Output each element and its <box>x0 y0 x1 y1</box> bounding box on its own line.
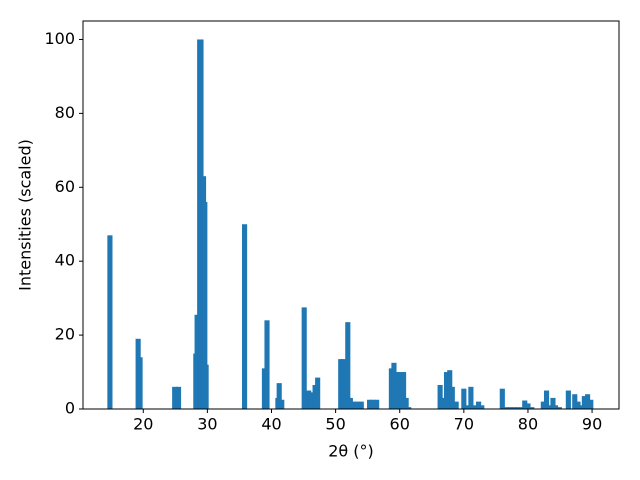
bar <box>403 397 409 409</box>
bar <box>499 388 505 409</box>
x-tick-label: 40 <box>261 415 281 434</box>
bar <box>543 390 550 409</box>
bar <box>301 307 307 409</box>
x-tick-label: 80 <box>518 415 538 434</box>
bar <box>279 399 285 409</box>
bar <box>308 392 314 409</box>
x-tick-label: 70 <box>454 415 474 434</box>
bar <box>578 405 584 409</box>
y-tick-label: 100 <box>44 29 75 48</box>
x-tick-label: 20 <box>133 415 153 434</box>
bar <box>507 407 513 409</box>
bar <box>575 401 581 409</box>
bar <box>546 405 552 409</box>
bar <box>374 399 380 409</box>
bar <box>479 405 485 409</box>
bar <box>550 397 556 409</box>
bar <box>202 202 208 409</box>
bar <box>315 377 321 409</box>
x-tick-label: 30 <box>197 415 217 434</box>
bar <box>511 407 517 409</box>
y-tick-label: 80 <box>55 103 75 122</box>
y-tick-label: 0 <box>65 399 75 418</box>
bar <box>391 362 397 409</box>
x-tick-label: 90 <box>582 415 602 434</box>
bar <box>443 372 450 409</box>
bar <box>468 386 474 409</box>
x-axis-label: 2θ (°) <box>328 442 374 461</box>
y-tick-label: 60 <box>55 177 75 196</box>
bar <box>522 400 528 409</box>
bar <box>525 403 531 409</box>
bar <box>394 372 400 409</box>
y-tick-label: 20 <box>55 325 75 344</box>
bar <box>503 407 509 409</box>
bar <box>345 322 351 409</box>
y-axis-label: Intensities (scaled) <box>16 139 35 291</box>
bar <box>572 394 578 409</box>
bar <box>585 394 591 409</box>
bar <box>370 399 376 409</box>
bar <box>406 407 412 409</box>
bar <box>367 399 373 409</box>
bar <box>447 370 453 409</box>
plot-frame <box>82 20 620 410</box>
bar <box>540 401 546 409</box>
bar <box>347 397 353 409</box>
bar <box>198 39 204 409</box>
bar <box>261 368 268 409</box>
bar <box>588 399 594 409</box>
bar <box>515 407 521 409</box>
bar <box>401 372 407 409</box>
bar <box>471 405 477 409</box>
bar <box>440 397 446 409</box>
bar <box>107 235 113 409</box>
bar <box>518 407 525 409</box>
bar <box>242 224 248 409</box>
x-tick-label: 50 <box>325 415 345 434</box>
x-tick-label: 60 <box>390 415 410 434</box>
bar <box>461 388 467 409</box>
bar <box>464 405 470 409</box>
bar <box>581 396 587 409</box>
bar <box>529 407 535 409</box>
bar <box>354 401 360 409</box>
bar <box>449 386 455 409</box>
bar <box>453 401 459 409</box>
bar <box>203 364 209 409</box>
bar <box>397 372 403 409</box>
y-tick-label: 40 <box>55 251 75 270</box>
bar <box>351 401 357 409</box>
bar <box>264 320 270 409</box>
bar <box>358 401 364 409</box>
bar <box>437 384 443 409</box>
bar <box>276 383 282 409</box>
bar <box>476 401 482 409</box>
bar <box>175 386 182 409</box>
bar <box>565 390 571 409</box>
bar <box>340 359 346 409</box>
bar <box>552 405 559 409</box>
bar <box>172 386 178 409</box>
bar <box>556 407 562 409</box>
bar <box>137 357 143 409</box>
